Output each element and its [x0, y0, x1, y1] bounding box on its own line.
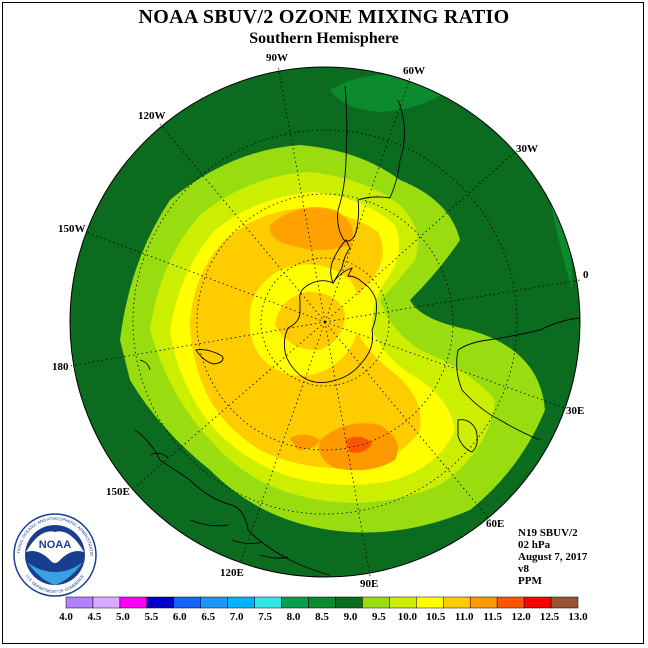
page-title: NOAA SBUV/2 OZONE MIXING RATIO — [138, 6, 510, 28]
colorbar-swatch — [254, 596, 282, 609]
indonesia-island-2 — [231, 539, 263, 545]
madagascar-coast — [457, 419, 478, 453]
lon-label-30e: 30E — [566, 405, 584, 417]
africa-coast — [456, 317, 580, 441]
colorbar-swatch — [523, 596, 552, 609]
ozone-field — [70, 67, 580, 577]
colorbar-label: 13.0 — [568, 611, 588, 622]
colorbar-label: 4.5 — [88, 611, 102, 622]
colorbar-label: 9.0 — [344, 611, 358, 622]
colorbar-label: 7.5 — [258, 611, 272, 622]
info-pressure: 02 hPa — [518, 539, 551, 551]
lon-label-150e: 150E — [106, 486, 130, 498]
meridian-150w — [85, 231, 326, 323]
colorbar-swatch — [389, 596, 417, 609]
tasmania-coast — [149, 452, 169, 459]
lon-label-120e: 120E — [220, 567, 244, 579]
info-date: August 7, 2017 — [518, 551, 588, 563]
colorbar-swatch — [362, 596, 390, 609]
info-units: PPM — [518, 575, 542, 587]
colorbar-swatch — [119, 596, 148, 609]
meridian-90w — [277, 65, 326, 323]
colorbar-label: 12.0 — [511, 611, 531, 622]
info-satellite: N19 SBUV/2 — [518, 527, 578, 539]
meridian-30e — [324, 321, 566, 409]
latitude-circle-2 — [196, 193, 454, 451]
colorbar-label: 8.5 — [315, 611, 329, 622]
logo-bird-icon — [26, 531, 84, 563]
latitude-circle-1 — [260, 257, 390, 387]
logo-water-icon — [27, 562, 83, 585]
indonesia-island-1 — [189, 519, 229, 527]
colorbar-swatch — [416, 596, 444, 609]
south-america-coast — [337, 85, 405, 242]
field-level-11-5-north — [269, 207, 353, 250]
colorbar-swatch — [496, 596, 525, 609]
colorbar: 4.0 4.5 5.0 5.5 6.0 6.5 7.0 7.5 8.0 8.5 9.0 9.5 10.0… — [59, 596, 588, 622]
lon-label-90w: 90W — [266, 52, 288, 64]
colorbar-swatch — [65, 596, 94, 609]
longitude-labels: 90W 60W 30W 0 30E 60E 90E 120E 150E 180 … — [52, 52, 589, 590]
colorbar-swatch — [281, 596, 309, 609]
lon-label-0: 0 — [583, 269, 589, 281]
australia-coast — [134, 429, 331, 576]
lon-label-120w: 120W — [138, 110, 166, 122]
colorbar-swatch — [146, 596, 175, 609]
info-version: v8 — [518, 563, 529, 575]
colorbar-swatch — [550, 596, 579, 609]
lon-label-30w: 30W — [516, 143, 538, 155]
logo-noaa-text: NOAA — [39, 539, 71, 551]
lon-label-60w: 60W — [403, 65, 425, 77]
field-level-12-0 — [345, 436, 372, 453]
colorbar-swatch — [200, 596, 228, 609]
colorbar-swatches — [65, 596, 579, 609]
colorbar-swatch — [469, 596, 498, 609]
lon-label-90e: 90E — [360, 578, 378, 590]
colorbar-label: 10.5 — [426, 611, 446, 622]
colorbar-label: 5.0 — [116, 611, 130, 622]
colorbar-label: 10.0 — [398, 611, 418, 622]
colorbar-label: 11.0 — [455, 611, 474, 622]
info-block: N19 SBUV/2 02 hPa August 7, 2017 v8 PPM — [518, 527, 587, 587]
meridian-150e — [133, 321, 326, 489]
field-level-8-5-east — [548, 190, 573, 290]
colorbar-swatch — [335, 596, 363, 609]
page-subtitle: Southern Hemisphere — [249, 30, 399, 47]
colorbar-label: 4.0 — [59, 611, 73, 622]
colorbar-swatch — [92, 596, 121, 609]
colorbar-label: 12.5 — [540, 611, 560, 622]
latitude-circle-3 — [132, 129, 518, 515]
colorbar-swatch — [308, 596, 336, 609]
lon-label-150w: 150W — [58, 223, 86, 235]
colorbar-label: 8.0 — [287, 611, 301, 622]
colorbar-label: 6.5 — [201, 611, 215, 622]
colorbar-label: 9.5 — [372, 611, 386, 622]
antarctic-peninsula — [330, 239, 351, 285]
colorbar-swatch — [227, 596, 255, 609]
map-disk-outline — [69, 66, 581, 578]
lon-label-180: 180 — [52, 361, 69, 373]
colorbar-label: 11.5 — [483, 611, 502, 622]
colorbar-label: 5.5 — [144, 611, 158, 622]
colorbar-swatch — [173, 596, 201, 609]
graticule — [69, 65, 581, 577]
new-zealand-north — [139, 359, 151, 371]
colorbar-labels: 4.0 4.5 5.0 5.5 6.0 6.5 7.0 7.5 8.0 8.5 9.0 9.5 10.0… — [59, 611, 588, 622]
colorbar-label: 6.0 — [173, 611, 187, 622]
field-level-11-5-patch — [290, 434, 320, 450]
lon-label-60e: 60E — [486, 518, 504, 530]
colorbar-label: 7.0 — [230, 611, 244, 622]
meridian-30w — [324, 151, 516, 323]
coastlines — [134, 85, 580, 576]
indonesia-island-3 — [259, 554, 289, 559]
new-zealand-south — [195, 349, 224, 365]
colorbar-swatch — [443, 596, 471, 609]
